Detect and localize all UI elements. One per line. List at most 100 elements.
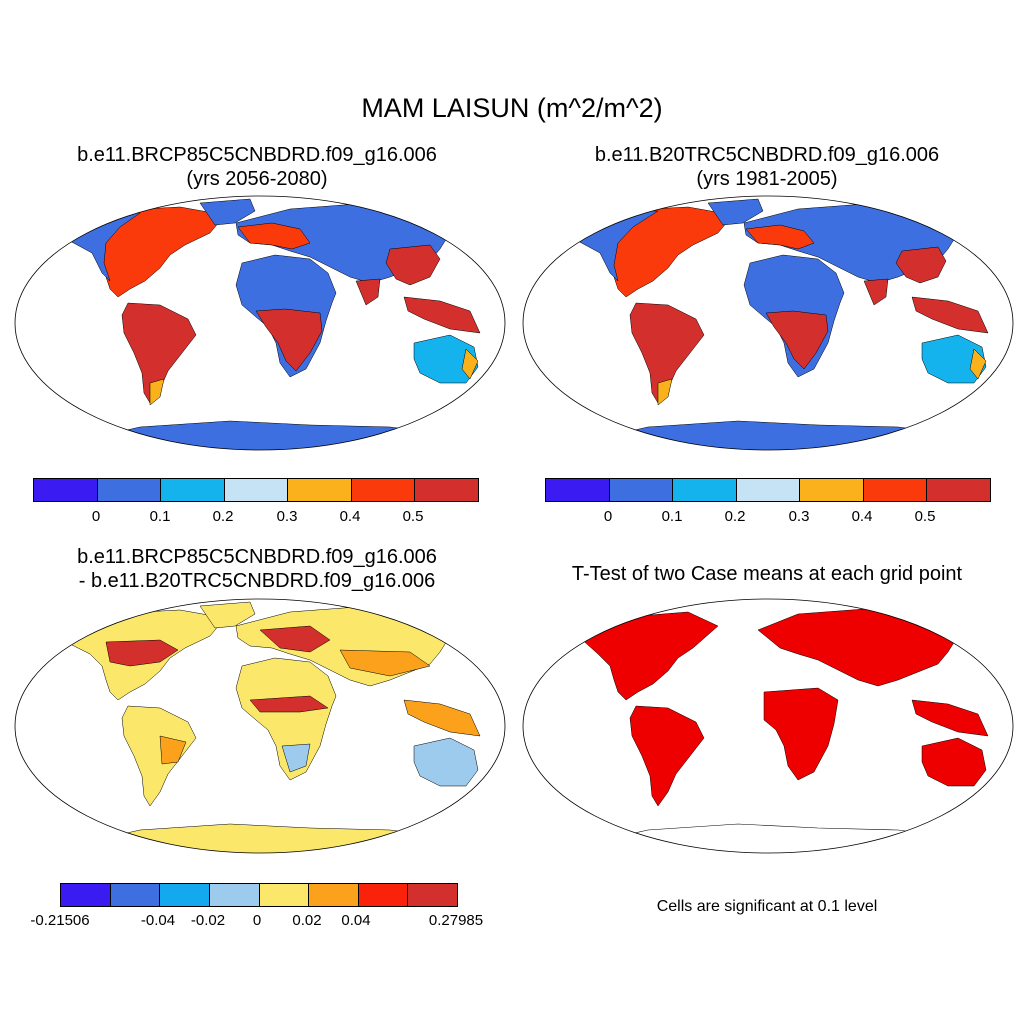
colorbar-swatch [61,884,111,906]
australia-east [969,348,987,380]
east-asia [895,246,947,284]
colorbar-swatch [97,479,162,501]
colorbar-difference [60,883,458,907]
panel-title-historical: b.e11.B20TRC5CNBDRD.f09_g16.006 (yrs 198… [522,143,1012,191]
europe [745,224,815,250]
panel-title-ttest-line1: T-Test of two Case means at each grid po… [571,563,963,585]
east-asia [385,244,441,286]
tick-label: 0.3 [788,508,810,525]
map-boundary [522,195,1014,451]
africa [235,657,337,781]
panel-title-difference-line1: b.e11.BRCP85C5CNBDRD.f09_g16.006 [77,546,437,568]
colorbar-swatch [863,479,928,501]
australia-east [461,348,479,380]
panel-title-future-line2: (yrs 2056-2080) [186,168,328,190]
main-title: MAM LAISUN (m^2/m^2) [361,93,663,123]
tick-label: 0.4 [851,508,873,525]
tick-label: 0.27985 [428,912,484,929]
colorbar-swatch [415,479,479,501]
colorbar-swatch [259,884,310,906]
colorbar-historical [545,478,991,502]
colorbar-swatch [358,884,409,906]
tick-label: 0.4 [339,508,361,525]
tick-label: 0 [603,508,613,525]
tick-label: 0.3 [276,508,298,525]
colorbar-swatch [408,884,457,906]
map-boundary [522,598,1014,854]
greenland [199,601,256,629]
colorbar-swatch [209,884,260,906]
south-america-increase [159,735,187,765]
south-america-south [657,378,673,406]
colorbar-swatch [736,479,801,501]
colorbar-swatch [673,479,737,501]
colorbar-swatch [546,479,610,501]
north-america-increase [105,639,179,667]
tick-label: 0.5 [914,508,936,525]
africa-significant [763,687,839,781]
tick-label: -0.21506 [30,912,90,929]
australia [413,737,479,787]
tick-label: 0.2 [724,508,746,525]
se-asia-significant [911,699,989,737]
colorbar-swatch [288,479,352,501]
south-asia [355,278,381,306]
colorbar-swatch [34,479,98,501]
tick-label: -0.04 [140,912,176,929]
map-ttest [522,598,1014,854]
tick-label: 0.02 [292,912,322,929]
south-asia [863,278,889,306]
map-boundary [14,598,506,854]
colorbar-swatch [110,884,161,906]
australia [413,334,479,384]
significance-note: Cells are significant at 0.1 level [656,898,878,915]
se-asia [403,296,481,334]
se-asia [403,699,481,737]
tick-label: 0.1 [661,508,683,525]
tick-label: 0.1 [149,508,171,525]
greenland [707,198,764,226]
panel-title-future: b.e11.BRCP85C5CNBDRD.f09_g16.006 (yrs 20… [12,143,502,191]
tick-label: 0 [252,912,262,929]
asia-increase [339,649,431,677]
africa-south-decrease [281,743,311,773]
panel-title-difference-line2: - b.e11.B20TRC5CNBDRD.f09_g16.006 [78,570,436,592]
map-historical [522,195,1014,451]
panel-title-ttest: T-Test of two Case means at each grid po… [522,562,1012,586]
panel-title-historical-line2: (yrs 1981-2005) [696,168,838,190]
map-boundary [14,195,506,451]
australia [921,334,987,384]
map-future [14,195,506,451]
colorbar-swatch [224,479,289,501]
colorbar-swatch [309,884,359,906]
south-america-significant [629,705,705,807]
africa-sahel-increase [249,695,329,713]
colorbar-swatch [800,479,864,501]
colorbar-future [33,478,479,502]
africa-tropics [255,308,323,372]
se-asia [911,296,989,334]
africa-tropics [765,310,829,370]
south-america [121,705,197,807]
tick-label: 0.5 [402,508,424,525]
map-difference [14,598,506,854]
tick-label: -0.02 [190,912,226,929]
colorbar-swatch [351,479,416,501]
colorbar-swatch [609,479,674,501]
antarctica [557,420,989,450]
tick-label: 0.04 [341,912,371,929]
colorbar-swatch [927,479,991,501]
north-america-significant [577,611,719,701]
panel-title-future-line1: b.e11.BRCP85C5CNBDRD.f09_g16.006 [77,144,437,166]
greenland [199,198,256,226]
panel-title-historical-line1: b.e11.B20TRC5CNBDRD.f09_g16.006 [594,144,940,166]
europe-increase [259,625,331,653]
panel-title-difference: b.e11.BRCP85C5CNBDRD.f09_g16.006 - b.e11… [12,545,502,593]
tick-label: 0.2 [212,508,234,525]
antarctica [49,420,481,450]
australia-significant [921,737,987,787]
colorbar-swatch [161,479,225,501]
europe [237,222,311,250]
tick-label: 0 [91,508,101,525]
south-america-south [149,378,165,406]
